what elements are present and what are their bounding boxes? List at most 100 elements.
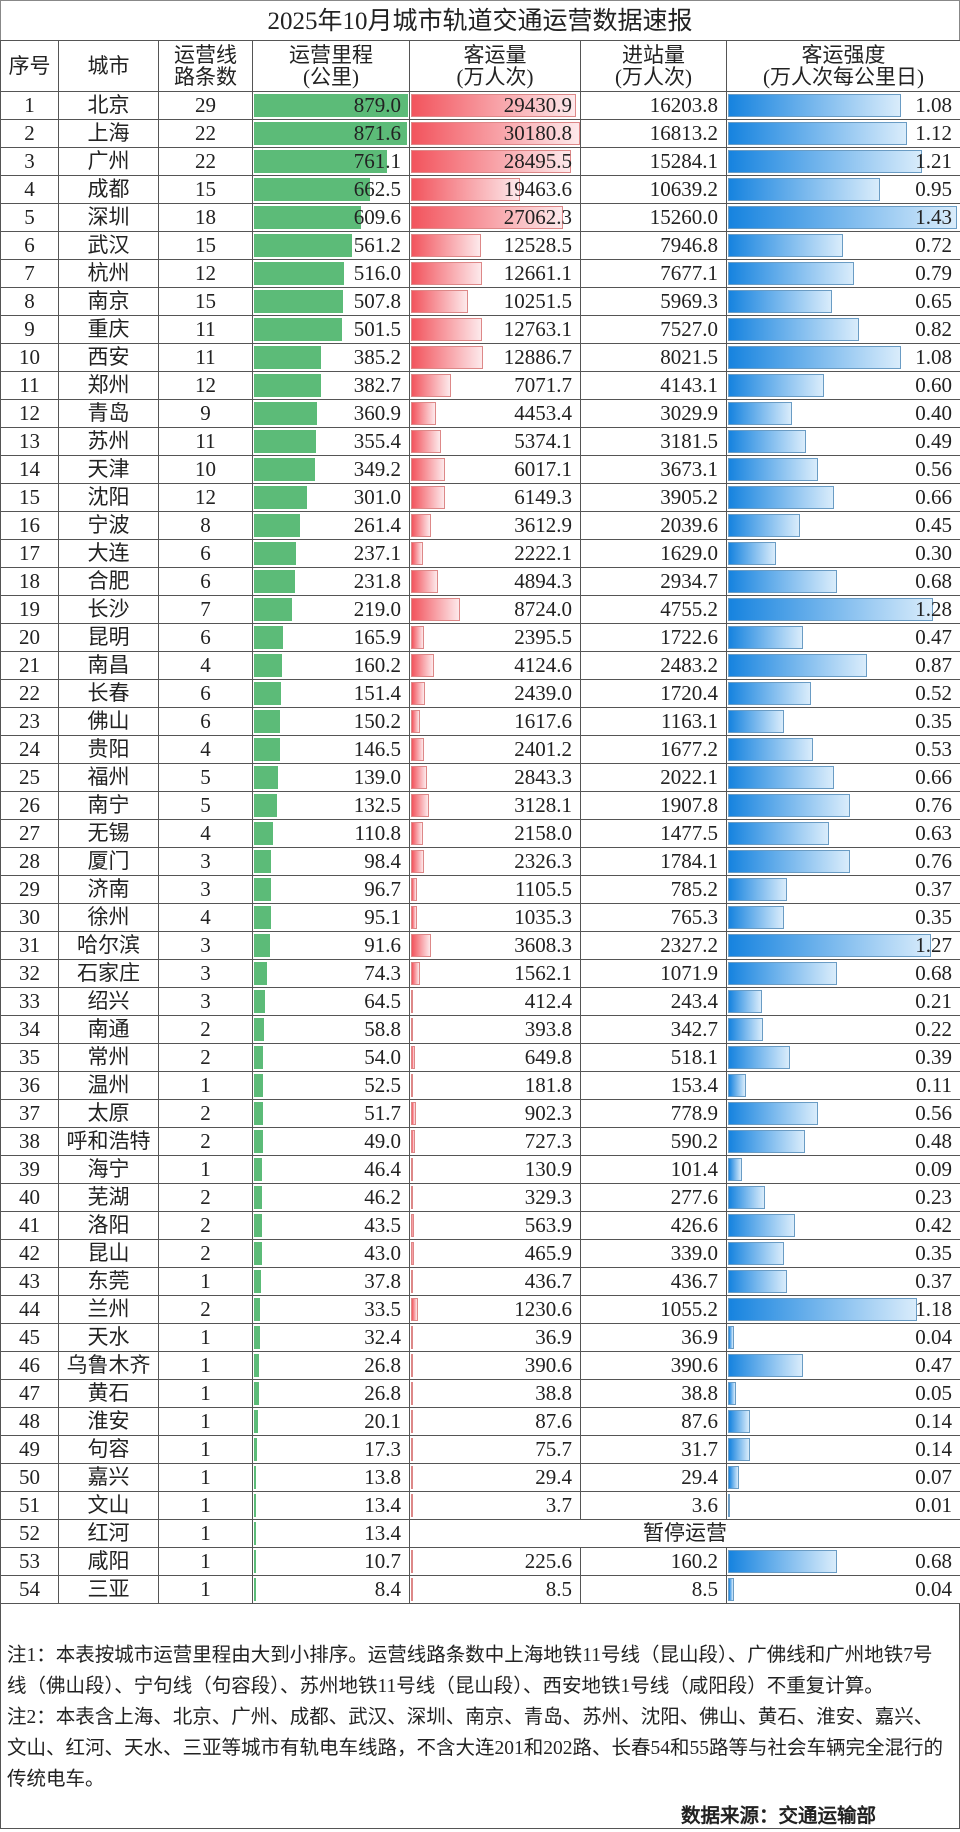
ridership-intensity: 1.08 [727, 92, 960, 120]
station-entries: 390.6 [581, 1352, 727, 1380]
ridership-intensity-bar [728, 990, 762, 1013]
row-number: 45 [1, 1324, 59, 1352]
row-number-value: 50 [19, 1465, 40, 1489]
ridership: 1035.3 [410, 904, 581, 932]
operating-km-bar [254, 1466, 256, 1489]
city-name: 三亚 [59, 1576, 159, 1604]
ridership-intensity-bar [728, 374, 824, 397]
row-number-value: 6 [24, 233, 35, 257]
operating-km: 37.8 [253, 1268, 410, 1296]
operating-km: 51.7 [253, 1100, 410, 1128]
line-count: 4 [159, 736, 253, 764]
operating-km-bar [254, 710, 280, 733]
line-count: 18 [159, 204, 253, 232]
line-count: 2 [159, 1044, 253, 1072]
ridership-intensity: 1.27 [727, 932, 960, 960]
operating-km: 26.8 [253, 1352, 410, 1380]
ridership-value: 27062.3 [504, 205, 572, 229]
station-entries: 3905.2 [581, 484, 727, 512]
ridership-intensity: 0.52 [727, 680, 960, 708]
ridership-intensity-bar [728, 794, 850, 817]
station-entries-value: 153.4 [671, 1073, 718, 1097]
table-header-row: 序号 城市 运营线路条数 运营里程(公里) 客运量(万人次) 进站量(万人次) … [1, 41, 960, 92]
ridership-intensity-value: 0.66 [915, 765, 952, 789]
ridership-bar [411, 570, 438, 593]
line-count: 9 [159, 400, 253, 428]
operating-km-value: 54.0 [364, 1045, 401, 1069]
ridership-intensity: 0.76 [727, 792, 960, 820]
header-intensity-l1: 客运强度 [727, 44, 960, 66]
line-count-value: 6 [200, 541, 211, 565]
row-number-value: 21 [19, 653, 40, 677]
header-lines-l1: 运营线 [159, 44, 252, 66]
line-count-value: 2 [200, 1213, 211, 1237]
line-count-value: 6 [200, 569, 211, 593]
line-count: 1 [159, 1268, 253, 1296]
ridership-value: 8.5 [546, 1577, 572, 1601]
city-name: 广州 [59, 148, 159, 176]
ridership: 2439.0 [410, 680, 581, 708]
line-count: 1 [159, 1436, 253, 1464]
station-entries: 436.7 [581, 1268, 727, 1296]
station-entries: 16203.8 [581, 92, 727, 120]
ridership-intensity-bar [728, 1578, 734, 1601]
ridership-bar [411, 1214, 414, 1237]
operating-km: 261.4 [253, 512, 410, 540]
station-entries-value: 3181.5 [660, 429, 718, 453]
ridership-intensity-bar [728, 1074, 746, 1097]
row-number: 8 [1, 288, 59, 316]
row-number-value: 3 [24, 149, 35, 173]
row-number-value: 30 [19, 905, 40, 929]
header-entries-l1: 进站量 [581, 44, 726, 66]
line-count-value: 5 [200, 765, 211, 789]
city-name-value: 杭州 [88, 261, 130, 285]
ridership-intensity-value: 0.45 [915, 513, 952, 537]
operating-km-value: 301.0 [354, 485, 401, 509]
city-name-value: 绍兴 [88, 989, 130, 1013]
row-number: 16 [1, 512, 59, 540]
row-number-value: 40 [19, 1185, 40, 1209]
station-entries: 342.7 [581, 1016, 727, 1044]
line-count: 5 [159, 792, 253, 820]
station-entries-value: 339.0 [671, 1241, 718, 1265]
line-count-value: 2 [200, 1129, 211, 1153]
row-number-value: 23 [19, 709, 40, 733]
operating-km-bar [254, 1018, 264, 1041]
row-number-value: 37 [19, 1101, 40, 1125]
line-count: 10 [159, 456, 253, 484]
station-entries: 101.4 [581, 1156, 727, 1184]
operating-km-value: 13.8 [364, 1465, 401, 1489]
ridership-intensity-value: 0.56 [915, 457, 952, 481]
line-count: 1 [159, 1520, 253, 1548]
row-number-value: 44 [19, 1297, 40, 1321]
ridership-intensity-bar [728, 682, 811, 705]
station-entries: 7946.8 [581, 232, 727, 260]
ridership-intensity-bar [728, 1158, 742, 1181]
ridership-intensity-value: 1.12 [915, 121, 952, 145]
line-count: 4 [159, 904, 253, 932]
operating-km: 10.7 [253, 1548, 410, 1576]
operating-km-bar [254, 906, 271, 929]
ridership-intensity-value: 1.08 [915, 93, 952, 117]
station-entries: 1071.9 [581, 960, 727, 988]
station-entries-value: 16203.8 [650, 93, 718, 117]
ridership-intensity: 0.76 [727, 848, 960, 876]
ridership-intensity-value: 0.56 [915, 1101, 952, 1125]
ridership-intensity: 0.49 [727, 428, 960, 456]
operating-km: 501.5 [253, 316, 410, 344]
city-name: 长沙 [59, 596, 159, 624]
operating-km-value: 20.1 [364, 1409, 401, 1433]
ridership-value: 412.4 [525, 989, 572, 1013]
operating-km-value: 360.9 [354, 401, 401, 425]
city-name: 太原 [59, 1100, 159, 1128]
ridership-bar [411, 794, 429, 817]
header-km-l1: 运营里程 [253, 44, 409, 66]
city-name-value: 成都 [88, 177, 130, 201]
ridership-intensity-value: 0.53 [915, 737, 952, 761]
ridership-value: 225.6 [525, 1549, 572, 1573]
ridership: 3612.9 [410, 512, 581, 540]
city-name-value: 佛山 [88, 709, 130, 733]
